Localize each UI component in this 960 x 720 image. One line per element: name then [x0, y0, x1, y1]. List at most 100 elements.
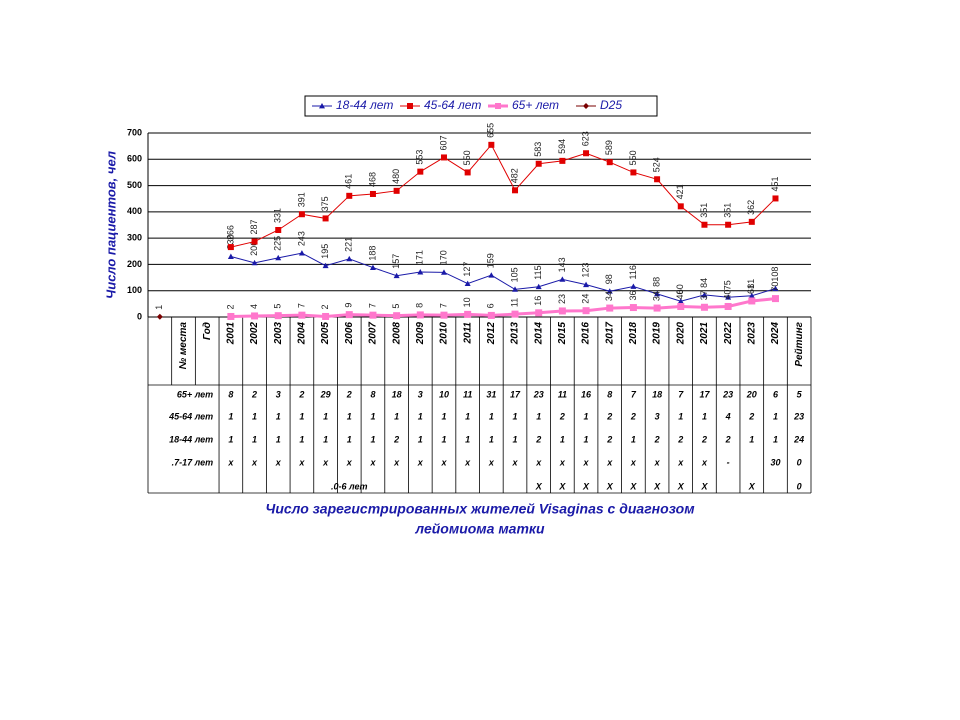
point	[346, 192, 353, 199]
point	[583, 150, 590, 157]
point	[725, 221, 732, 228]
table-cell: 2	[630, 411, 636, 421]
data-label: 524	[651, 157, 661, 172]
table-cell: 2	[677, 434, 683, 444]
table-cell: 1	[513, 411, 518, 421]
table-cell: 30	[770, 457, 780, 467]
x-tick-label: 2009	[415, 322, 426, 346]
table-cell: 1	[584, 434, 589, 444]
table-cell: 1	[678, 411, 683, 421]
legend-marker	[495, 103, 501, 109]
table-cell: 20	[746, 389, 757, 399]
data-label: 451	[770, 176, 780, 191]
table-cell: 8	[228, 389, 233, 399]
point	[298, 250, 305, 256]
point	[417, 269, 424, 275]
legend-label: 18-44 лет	[336, 98, 393, 112]
point	[725, 294, 732, 300]
point	[772, 285, 779, 292]
data-label: 351	[699, 203, 709, 218]
point	[464, 169, 471, 176]
data-label: 2	[225, 304, 235, 309]
data-label: 7	[438, 303, 448, 308]
table-cell: 11	[558, 389, 567, 399]
point	[274, 312, 282, 320]
table-cell: 1	[228, 411, 233, 421]
table-cell: 7	[631, 389, 637, 399]
data-label: 116	[628, 265, 638, 279]
point	[583, 281, 590, 288]
y-tick-label: 500	[127, 180, 142, 190]
table-cell: x	[559, 457, 566, 467]
point	[322, 312, 330, 320]
x-tick-label: Год	[202, 322, 213, 340]
table-cell: x	[417, 457, 424, 467]
point	[369, 311, 377, 319]
chart-title: лейомиома матки	[414, 521, 545, 537]
table-cell: 1	[276, 434, 281, 444]
y-tick-label: 300	[127, 233, 142, 243]
x-tick-label: 2011	[462, 322, 473, 345]
point	[227, 253, 234, 259]
data-label: 351	[723, 203, 733, 218]
table-cell: x	[583, 457, 590, 467]
x-tick-label: № места	[178, 322, 189, 370]
table-cell: 3	[418, 389, 423, 399]
table-cell: 2	[346, 389, 352, 399]
legend-marker	[407, 103, 413, 109]
x-tick-label: 2007	[368, 322, 379, 346]
chart-title: Число зарегистрированных жителей Visagin…	[265, 501, 695, 517]
point	[748, 218, 755, 225]
table-cell: 10	[439, 389, 449, 399]
table-cell: 2	[298, 389, 304, 399]
x-tick-label: 2003	[273, 322, 284, 346]
data-label: 583	[533, 142, 543, 157]
table-cell: 29	[320, 389, 331, 399]
table-cell: 2	[606, 411, 612, 421]
table-cell: x	[654, 457, 661, 467]
table-cell: 1	[228, 434, 233, 444]
data-label: 98	[604, 274, 614, 284]
point	[488, 272, 495, 278]
x-tick-label: 2004	[297, 322, 308, 346]
legend-label: 45-64 лет	[424, 98, 481, 112]
x-tick-label: 2018	[628, 322, 639, 346]
point	[393, 312, 401, 320]
point	[298, 211, 305, 218]
data-label: 550	[628, 150, 638, 165]
point	[606, 304, 614, 312]
point	[724, 302, 732, 310]
table-cell: x	[227, 457, 234, 467]
data-label: 362	[746, 200, 756, 215]
table-cell: 24	[793, 434, 804, 444]
table-cell: x	[275, 457, 282, 467]
data-label: 1	[154, 305, 164, 310]
data-label: 5	[391, 304, 401, 309]
data-label: 40	[723, 289, 733, 299]
x-tick-label: 2013	[510, 322, 521, 346]
x-tick-label: 2001	[226, 322, 237, 346]
data-label: 461	[344, 174, 354, 189]
data-label: 553	[415, 150, 425, 165]
data-label: 607	[438, 135, 448, 150]
table-cell: Х	[582, 481, 590, 491]
point	[677, 302, 685, 310]
table-cell: 1	[513, 434, 518, 444]
table-cell: 1	[276, 411, 281, 421]
data-label: 594	[557, 139, 567, 154]
x-tick-label: 2023	[746, 322, 757, 346]
table-cell: x	[701, 457, 708, 467]
table-cell: 23	[722, 389, 733, 399]
table-cell: 1	[394, 411, 399, 421]
table-cell: -	[727, 457, 730, 467]
y-tick-label: 0	[137, 311, 142, 321]
table-cell: x	[512, 457, 519, 467]
point	[369, 264, 376, 270]
point	[535, 283, 542, 290]
table-cell: x	[298, 457, 305, 467]
data-label: 157	[391, 254, 401, 269]
point	[275, 254, 282, 261]
point	[440, 311, 448, 319]
point	[251, 238, 258, 245]
data-label: 61	[746, 284, 756, 294]
